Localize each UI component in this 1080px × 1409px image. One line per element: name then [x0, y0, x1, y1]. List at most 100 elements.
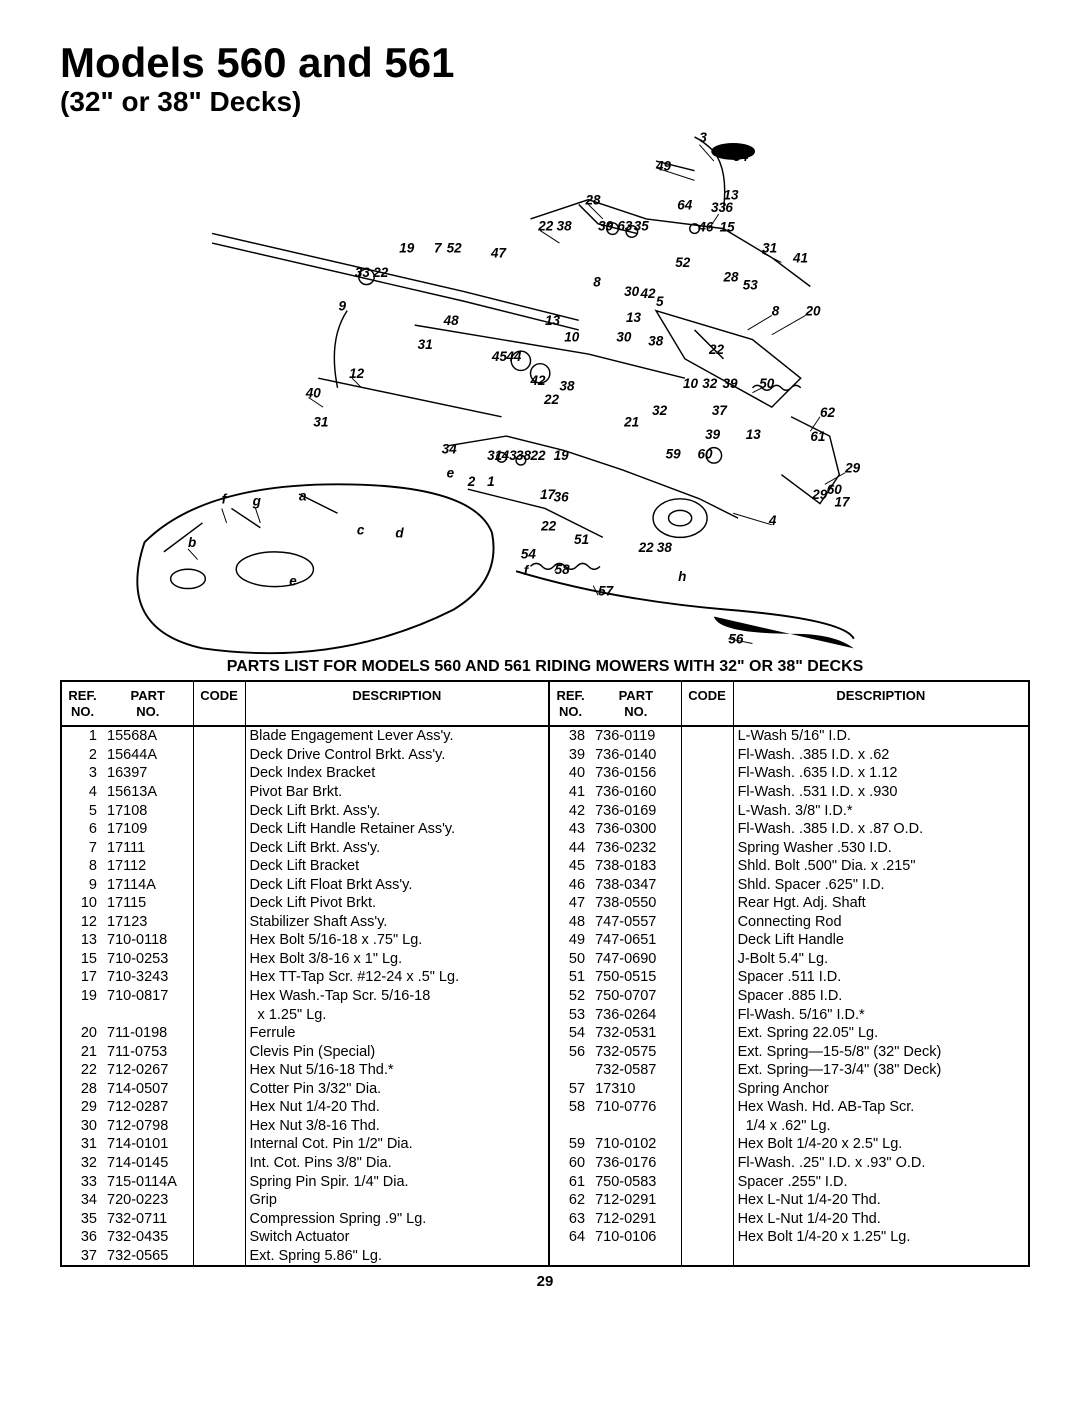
svg-text:60: 60 [697, 446, 713, 461]
svg-text:61: 61 [810, 429, 825, 444]
svg-text:30: 30 [624, 284, 640, 299]
svg-text:31: 31 [418, 337, 433, 352]
svg-text:13: 13 [545, 313, 561, 328]
table-title: PARTS LIST FOR MODELS 560 AND 561 RIDING… [60, 658, 1030, 676]
svg-text:21: 21 [623, 415, 639, 430]
svg-text:59: 59 [666, 446, 682, 461]
svg-text:g: g [252, 494, 262, 509]
svg-text:62: 62 [820, 405, 836, 420]
svg-text:22: 22 [372, 265, 389, 280]
svg-text:30: 30 [616, 330, 632, 345]
svg-text:39: 39 [598, 219, 614, 234]
svg-text:36: 36 [554, 490, 570, 505]
svg-text:22: 22 [543, 392, 560, 407]
col-code2: CODE [681, 681, 733, 726]
svg-text:28: 28 [585, 193, 602, 208]
svg-text:e: e [289, 574, 297, 589]
svg-text:b: b [188, 535, 196, 550]
col-code: CODE [193, 681, 245, 726]
svg-text:22: 22 [530, 448, 547, 463]
svg-text:41: 41 [792, 251, 808, 266]
page-title: Models 560 and 561 [60, 40, 1030, 86]
svg-text:52: 52 [447, 241, 463, 256]
svg-text:5: 5 [656, 294, 664, 309]
svg-text:31: 31 [487, 448, 502, 463]
svg-text:20: 20 [805, 304, 822, 319]
svg-text:42: 42 [640, 286, 657, 301]
svg-text:56: 56 [728, 632, 744, 647]
svg-text:2: 2 [467, 474, 476, 489]
svg-text:50: 50 [759, 376, 775, 391]
svg-text:38: 38 [557, 219, 573, 234]
svg-text:46: 46 [697, 220, 714, 235]
svg-text:47: 47 [490, 246, 508, 261]
svg-text:35: 35 [634, 219, 650, 234]
svg-text:39: 39 [705, 427, 721, 442]
col-part: PART NO. [103, 681, 193, 726]
svg-text:44: 44 [505, 349, 522, 364]
col-desc2: DESCRIPTION [733, 681, 1029, 726]
svg-text:43: 43 [501, 448, 518, 463]
svg-text:4: 4 [768, 513, 777, 528]
svg-text:13: 13 [746, 427, 762, 442]
svg-text:1: 1 [487, 474, 495, 489]
svg-text:38: 38 [559, 379, 575, 394]
svg-text:22: 22 [638, 540, 655, 555]
svg-text:53: 53 [743, 278, 759, 293]
svg-text:19: 19 [399, 241, 415, 256]
svg-text:15: 15 [720, 220, 736, 235]
svg-text:39: 39 [723, 376, 739, 391]
svg-text:33: 33 [355, 265, 371, 280]
svg-text:32: 32 [652, 403, 668, 418]
svg-text:28: 28 [723, 270, 740, 285]
parts-table: REF. NO. PART NO. CODE DESCRIPTION REF. … [60, 680, 1030, 1267]
svg-text:22: 22 [540, 519, 557, 534]
svg-text:34: 34 [733, 149, 749, 164]
svg-text:42: 42 [530, 373, 547, 388]
svg-text:e: e [447, 466, 455, 481]
svg-text:13: 13 [626, 310, 642, 325]
svg-text:8: 8 [593, 275, 601, 290]
col-ref2: REF. NO. [549, 681, 591, 726]
svg-text:49: 49 [655, 159, 672, 174]
page-number: 29 [60, 1273, 1030, 1290]
svg-text:17: 17 [834, 495, 851, 510]
svg-text:29: 29 [844, 461, 861, 476]
svg-text:38: 38 [648, 334, 664, 349]
svg-text:22: 22 [537, 219, 554, 234]
svg-text:8: 8 [772, 304, 780, 319]
col-desc: DESCRIPTION [245, 681, 549, 726]
svg-text:c: c [357, 523, 365, 538]
svg-text:38: 38 [657, 540, 673, 555]
svg-text:33: 33 [711, 200, 727, 215]
col-part2: PART NO. [591, 681, 681, 726]
svg-text:6: 6 [725, 200, 733, 215]
svg-text:h: h [678, 569, 686, 584]
col-ref: REF. NO. [61, 681, 103, 726]
svg-text:31: 31 [313, 415, 328, 430]
exploded-diagram: 3493413286433622383963351546314119752473… [60, 108, 1030, 658]
svg-text:63: 63 [617, 219, 633, 234]
svg-text:29: 29 [811, 487, 828, 502]
svg-text:22: 22 [708, 342, 725, 357]
svg-text:a: a [299, 489, 307, 504]
svg-text:32: 32 [702, 376, 718, 391]
svg-text:52: 52 [675, 255, 691, 270]
svg-text:31: 31 [762, 241, 777, 256]
svg-text:19: 19 [554, 448, 570, 463]
svg-text:10: 10 [683, 376, 699, 391]
svg-text:51: 51 [574, 532, 589, 547]
svg-text:7: 7 [434, 241, 443, 256]
svg-text:3: 3 [699, 130, 707, 145]
svg-text:64: 64 [677, 198, 693, 213]
svg-text:57: 57 [598, 583, 615, 598]
svg-text:34: 34 [442, 442, 458, 457]
svg-text:d: d [395, 526, 404, 541]
svg-text:58: 58 [555, 562, 571, 577]
svg-text:40: 40 [305, 386, 322, 401]
svg-text:9: 9 [339, 299, 347, 314]
svg-text:12: 12 [349, 366, 365, 381]
svg-text:48: 48 [443, 313, 460, 328]
svg-text:45: 45 [491, 349, 508, 364]
svg-text:f: f [222, 492, 228, 507]
